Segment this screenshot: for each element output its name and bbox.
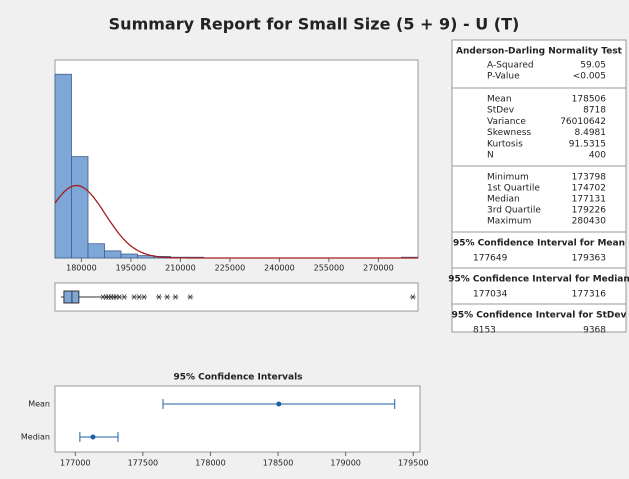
stat-label: P-Value	[487, 72, 520, 82]
stat-value: 8.4981	[575, 128, 607, 138]
ci-high: 177316	[572, 290, 607, 300]
x-tick-label: 178000	[195, 459, 226, 468]
outlier	[164, 294, 171, 300]
histogram-frame	[54, 59, 419, 259]
stat-value: 91.5315	[569, 139, 606, 149]
stat-label: N	[487, 151, 494, 161]
stat-label: Kurtosis	[487, 139, 523, 149]
x-tick-label: 179500	[398, 459, 429, 468]
histogram-bar	[104, 250, 122, 259]
ci-title: 95% Confidence Interval for StDev	[452, 311, 627, 321]
x-tick-label: 178500	[263, 459, 294, 468]
outlier	[409, 294, 416, 300]
stat-label: Skewness	[487, 128, 531, 138]
ci-title: 95% Confidence Interval for Median	[448, 275, 629, 285]
stat-label: Variance	[487, 117, 526, 127]
histogram-bar	[120, 253, 138, 259]
x-tick-label: 179000	[330, 459, 361, 468]
stat-label: Minimum	[487, 173, 529, 183]
stat-label: 3rd Quartile	[487, 206, 541, 216]
report-title: Summary Report for Small Size (5 + 9) - …	[109, 15, 520, 34]
histogram-bar	[87, 243, 105, 259]
estimate-point	[276, 401, 282, 407]
stat-value: 400	[589, 151, 606, 161]
stat-value: 280430	[572, 217, 607, 227]
ci-high: 179363	[572, 254, 606, 264]
stat-value: 179226	[572, 206, 607, 216]
x-tick-label: 270000	[363, 264, 394, 273]
histogram-bar	[71, 156, 89, 259]
ci-low: 177034	[473, 290, 508, 300]
x-tick-label: 177500	[128, 459, 159, 468]
stat-label: A-Squared	[487, 61, 534, 71]
stat-value: <0.005	[573, 72, 606, 82]
x-tick-label: 180000	[66, 264, 97, 273]
outlier	[187, 294, 194, 300]
x-tick-label: 195000	[116, 264, 147, 273]
x-tick-label: 255000	[314, 264, 345, 273]
stat-label: Mean	[487, 95, 512, 105]
stat-value: 174702	[572, 184, 606, 194]
x-tick-label: 177000	[60, 459, 91, 468]
outlier	[121, 294, 128, 300]
stat-value: 177131	[572, 195, 606, 205]
x-tick-label: 210000	[165, 264, 196, 273]
category-label: Median	[21, 433, 50, 442]
outlier	[172, 294, 179, 300]
interval-frame	[54, 385, 421, 453]
box	[63, 290, 80, 304]
stat-value: 173798	[572, 173, 607, 183]
ci-low: 177649	[473, 254, 508, 264]
x-tick-label: 225000	[215, 264, 246, 273]
stat-value: 59.05	[580, 61, 606, 71]
category-label: Mean	[28, 400, 50, 409]
interval-title: 95% Confidence Intervals	[173, 373, 302, 383]
stat-label: Median	[487, 195, 520, 205]
stat-label: 1st Quartile	[487, 184, 540, 194]
ci-low: 8153	[473, 326, 496, 336]
stat-value: 8718	[583, 106, 606, 116]
stat-value: 178506	[572, 95, 607, 105]
ci-title: 95% Confidence Interval for Mean	[453, 239, 625, 249]
stat-label: Maximum	[487, 217, 531, 227]
outlier	[155, 294, 162, 300]
x-tick-label: 240000	[264, 264, 295, 273]
stat-label: StDev	[487, 106, 515, 116]
histogram-bar	[54, 73, 72, 259]
ad-title: Anderson-Darling Normality Test	[456, 47, 623, 57]
stats-panel	[451, 39, 627, 333]
normal-fit	[54, 184, 418, 259]
ci-high: 9368	[583, 326, 606, 336]
outlier	[141, 294, 148, 300]
estimate-point	[90, 434, 96, 440]
stat-value: 76010642	[560, 117, 606, 127]
